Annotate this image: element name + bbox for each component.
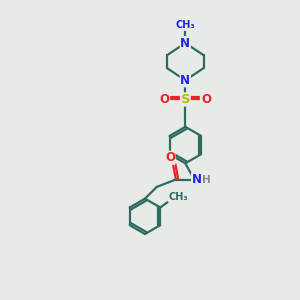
Text: N: N xyxy=(180,74,190,87)
Text: O: O xyxy=(165,151,175,164)
Text: N: N xyxy=(191,173,202,186)
Text: H: H xyxy=(202,175,211,184)
Text: O: O xyxy=(202,93,212,106)
Text: N: N xyxy=(180,37,190,50)
Text: CH₃: CH₃ xyxy=(176,20,195,30)
Text: CH₃: CH₃ xyxy=(168,192,188,202)
Text: S: S xyxy=(181,93,190,106)
Text: O: O xyxy=(159,93,169,106)
